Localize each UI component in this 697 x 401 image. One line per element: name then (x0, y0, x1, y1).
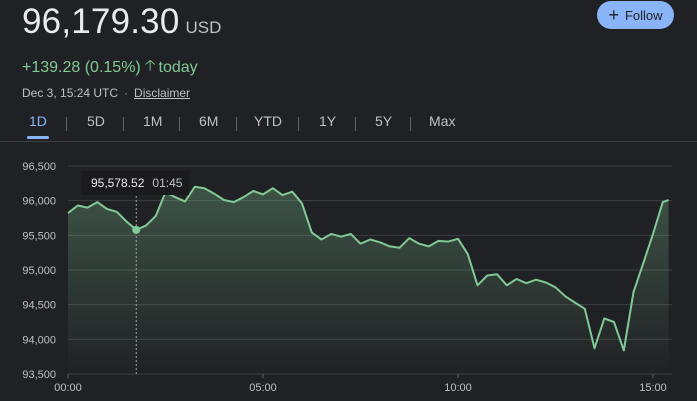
x-tick-label: 05:00 (249, 382, 277, 394)
tab-label: 1M (143, 113, 163, 129)
tab-6m[interactable]: 6M (199, 113, 218, 129)
range-tabs: 1D 5D 1M 6M YTD 1Y 5Y Max (12, 113, 492, 143)
header-divider (0, 141, 697, 142)
tab-ytd[interactable]: YTD (254, 113, 282, 129)
tooltip-time: 01:45 (152, 176, 183, 190)
disclaimer-link[interactable]: Disclaimer (134, 86, 191, 100)
tab-1d[interactable]: 1D (27, 113, 49, 139)
tab-label: 5Y (375, 113, 393, 129)
x-tick-label: 15:00 (639, 382, 667, 394)
currency-label: USD (185, 18, 222, 37)
x-tick-label: 00:00 (54, 382, 82, 394)
y-tick-label: 95,500 (22, 230, 56, 242)
hover-tooltip: 95,578.52 01:45 (81, 171, 189, 195)
y-tick-label: 94,500 (22, 300, 56, 312)
separator-dot: · (124, 86, 129, 100)
active-tab-indicator (27, 136, 49, 139)
follow-button[interactable]: + Follow (597, 1, 674, 29)
tab-label: 1Y (319, 113, 337, 129)
tab-5y[interactable]: 5Y (375, 113, 392, 129)
current-price: 96,179.30 (22, 2, 180, 41)
y-tick-label: 94,000 (22, 334, 56, 346)
tab-divider (123, 117, 124, 131)
tab-max[interactable]: Max (429, 113, 455, 129)
tab-1m[interactable]: 1M (143, 113, 162, 129)
y-tick-label: 95,000 (22, 265, 56, 277)
tab-divider (355, 117, 356, 131)
follow-button-label: Follow (624, 7, 663, 23)
tab-1y[interactable]: 1Y (319, 113, 336, 129)
y-tick-label: 93,500 (22, 369, 56, 381)
timestamp: Dec 3, 15:24 UTC (22, 86, 119, 100)
y-tick-label: 96,500 (22, 161, 56, 173)
tab-divider (236, 117, 237, 131)
tab-label: 5D (87, 113, 105, 129)
price-area-fill (68, 186, 669, 374)
change-value: +139.28 (0.15%) (22, 58, 141, 76)
x-axis: 00:00 05:00 10:00 15:00 (54, 374, 667, 394)
price-row: 96,179.30 USD (22, 2, 221, 42)
quote-meta: Dec 3, 15:24 UTC · Disclaimer (22, 86, 190, 100)
tab-label: 6M (199, 113, 219, 129)
tooltip-value: 95,578.52 (91, 176, 145, 190)
tab-divider (410, 117, 411, 131)
tab-divider (179, 117, 180, 131)
hover-point (132, 225, 141, 234)
price-change: +139.28 (0.15%) 🡡 today (22, 55, 198, 80)
tab-5d[interactable]: 5D (87, 113, 105, 129)
x-tick-label: 10:00 (444, 382, 472, 394)
change-suffix: today (158, 58, 198, 76)
tab-label: YTD (254, 113, 282, 129)
tab-label: 1D (29, 113, 47, 129)
tab-divider (66, 117, 67, 131)
tab-label: Max (429, 113, 456, 129)
y-axis: 96,500 96,000 95,500 95,000 94,500 94,000 93,5… (22, 161, 56, 381)
arrow-up-icon: 🡡 (144, 57, 156, 74)
plus-icon: + (608, 5, 619, 25)
tab-divider (298, 117, 299, 131)
y-tick-label: 96,000 (22, 196, 56, 208)
